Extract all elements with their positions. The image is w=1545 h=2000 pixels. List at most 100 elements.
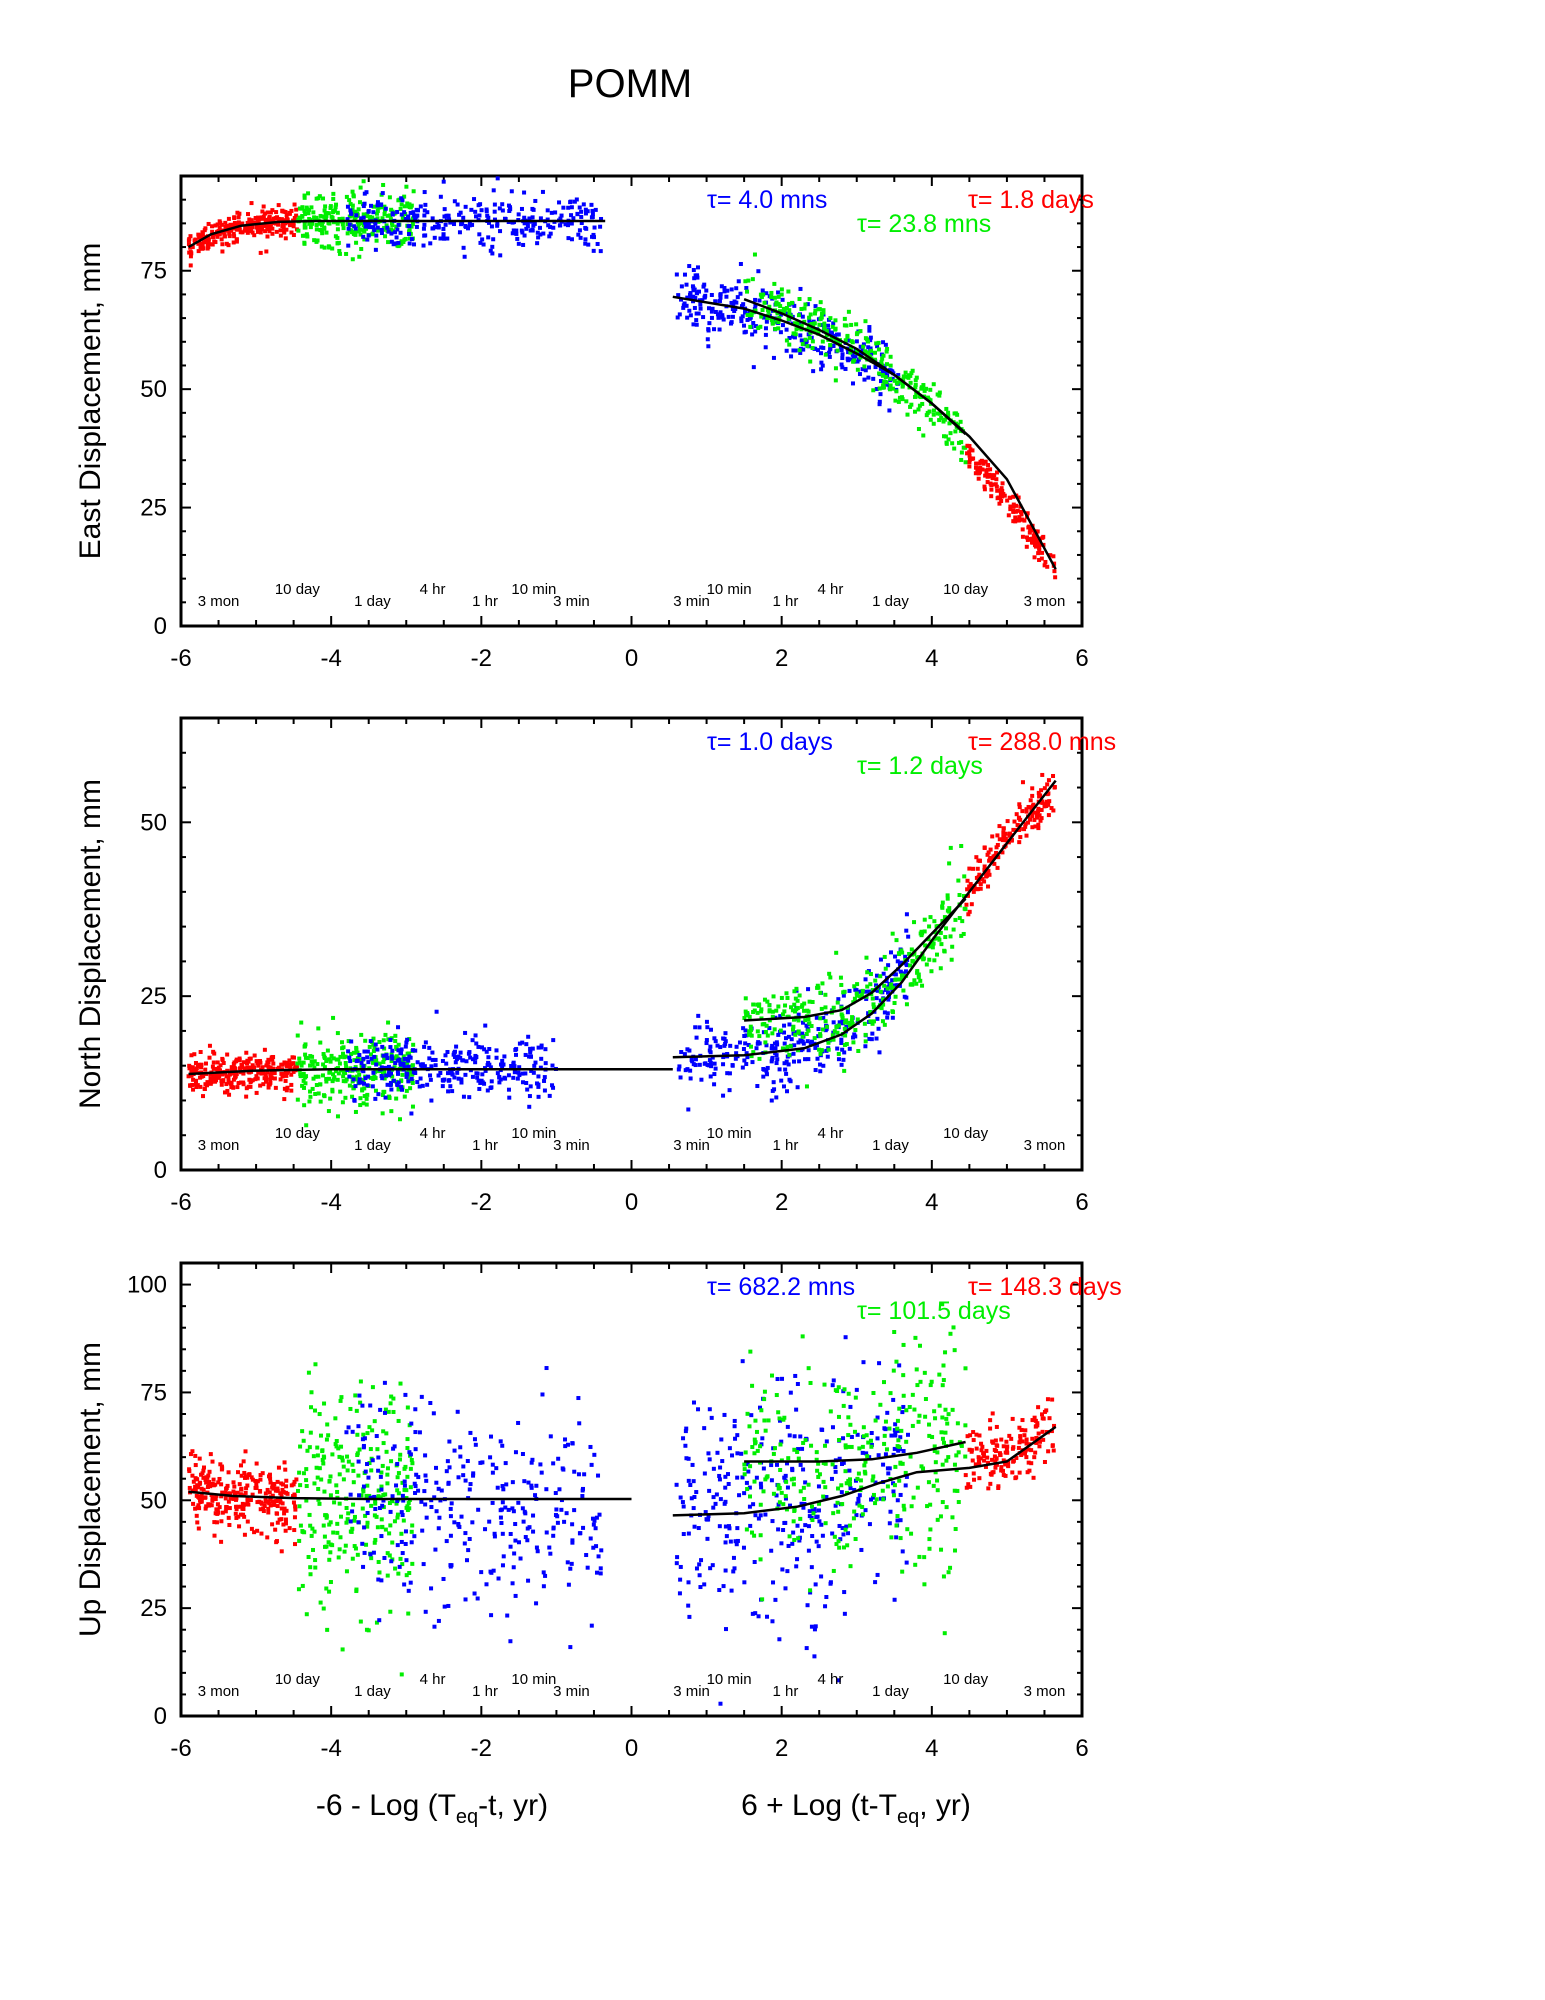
- data-point: [476, 1507, 481, 1512]
- x-tick-label: -2: [471, 1189, 492, 1216]
- data-point: [743, 1041, 748, 1046]
- data-point: [833, 378, 838, 383]
- data-point: [878, 989, 883, 994]
- data-point: [255, 1528, 260, 1533]
- data-point: [461, 1464, 466, 1469]
- data-point: [697, 289, 702, 294]
- data-point: [279, 1071, 284, 1076]
- data-point: [946, 410, 951, 415]
- data-point: [830, 1462, 835, 1467]
- data-point: [291, 1494, 296, 1499]
- data-point: [836, 1678, 841, 1683]
- data-point: [393, 241, 398, 246]
- data-point: [379, 1074, 384, 1079]
- data-point: [982, 867, 987, 872]
- data-point: [350, 1509, 355, 1514]
- data-point: [742, 330, 747, 335]
- data-point: [684, 303, 689, 308]
- data-point: [832, 333, 837, 338]
- data-point: [343, 1061, 348, 1066]
- data-point: [581, 202, 586, 207]
- data-point: [401, 1498, 406, 1503]
- data-point: [1036, 806, 1041, 811]
- data-point: [394, 1483, 399, 1488]
- data-point: [840, 1015, 845, 1020]
- data-point: [480, 1072, 485, 1077]
- data-point: [928, 1502, 933, 1507]
- data-point: [389, 227, 394, 232]
- data-point: [307, 1445, 312, 1450]
- data-point: [346, 243, 351, 248]
- data-point: [357, 1393, 362, 1398]
- data-point: [326, 1109, 331, 1114]
- data-point: [922, 1582, 927, 1587]
- data-point: [193, 1487, 198, 1492]
- data-point: [861, 342, 866, 347]
- data-point: [570, 1540, 575, 1545]
- data-point: [321, 1606, 326, 1611]
- data-point: [387, 195, 392, 200]
- data-point: [967, 909, 972, 914]
- data-point: [819, 315, 824, 320]
- data-point: [838, 975, 843, 980]
- data-point: [324, 1437, 329, 1442]
- data-point: [310, 221, 315, 226]
- data-point: [369, 1503, 374, 1508]
- data-point: [299, 1063, 304, 1068]
- data-point: [244, 1050, 249, 1055]
- data-point: [873, 1580, 878, 1585]
- fit-line-2: [672, 295, 1057, 570]
- data-point: [245, 1058, 250, 1063]
- data-point: [312, 1481, 317, 1486]
- data-point: [555, 1514, 560, 1519]
- data-point: [812, 328, 817, 333]
- data-point: [776, 302, 781, 307]
- data-point: [197, 1456, 202, 1461]
- data-point: [488, 1065, 493, 1070]
- data-point: [805, 344, 810, 349]
- data-point: [422, 222, 427, 227]
- data-point: [890, 376, 895, 381]
- data-point: [331, 1072, 336, 1077]
- data-point: [885, 1410, 890, 1415]
- data-point: [1017, 515, 1022, 520]
- data-point: [550, 1063, 555, 1068]
- data-point: [203, 1067, 208, 1072]
- data-point: [723, 1039, 728, 1044]
- data-point: [809, 1624, 814, 1629]
- data-point: [463, 1531, 468, 1536]
- data-point: [494, 1466, 499, 1471]
- data-point: [258, 1477, 263, 1482]
- data-point: [686, 1456, 691, 1461]
- data-point: [411, 1048, 416, 1053]
- data-point: [388, 1080, 393, 1085]
- data-point: [688, 1483, 693, 1488]
- data-point: [846, 309, 851, 314]
- data-point: [459, 1077, 464, 1082]
- data-point: [363, 1469, 368, 1474]
- data-point: [352, 1097, 357, 1102]
- data-point: [191, 1501, 196, 1506]
- data-point: [397, 1117, 402, 1122]
- data-point: [530, 1046, 535, 1051]
- data-point: [881, 971, 886, 976]
- tau-label-green: τ= 1.2 days: [857, 752, 983, 780]
- data-point: [405, 1056, 410, 1061]
- time-label-after: 3 min: [673, 1137, 710, 1154]
- data-point: [806, 1048, 811, 1053]
- data-point: [885, 382, 890, 387]
- data-point: [764, 291, 769, 296]
- time-label-before: 10 min: [511, 581, 556, 598]
- data-point: [214, 1493, 219, 1498]
- time-label-before: 4 hr: [420, 1125, 446, 1142]
- data-point: [265, 225, 270, 230]
- data-point: [243, 1475, 248, 1480]
- data-point: [846, 338, 851, 343]
- data-point: [366, 209, 371, 214]
- data-point: [448, 1084, 453, 1089]
- data-point: [836, 1486, 841, 1491]
- data-point: [410, 1523, 415, 1528]
- data-point: [289, 1072, 294, 1077]
- fit-line-1: [187, 219, 606, 249]
